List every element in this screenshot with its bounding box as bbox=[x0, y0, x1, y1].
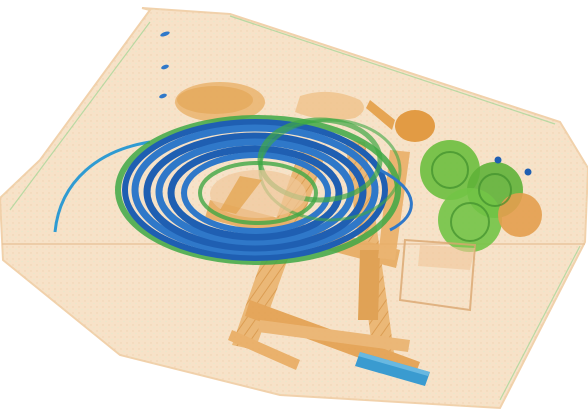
textured-organic-bundle bbox=[175, 82, 364, 122]
zipper-pull-markers bbox=[159, 31, 170, 99]
rectangular-package bbox=[398, 238, 477, 312]
bag-edge-lines bbox=[9, 15, 581, 401]
coil-center bbox=[210, 170, 306, 218]
metallic-card-item bbox=[355, 352, 430, 386]
cable-coil bbox=[53, 115, 413, 265]
round-paddle-object bbox=[366, 100, 435, 142]
fruit-cluster bbox=[420, 140, 542, 252]
